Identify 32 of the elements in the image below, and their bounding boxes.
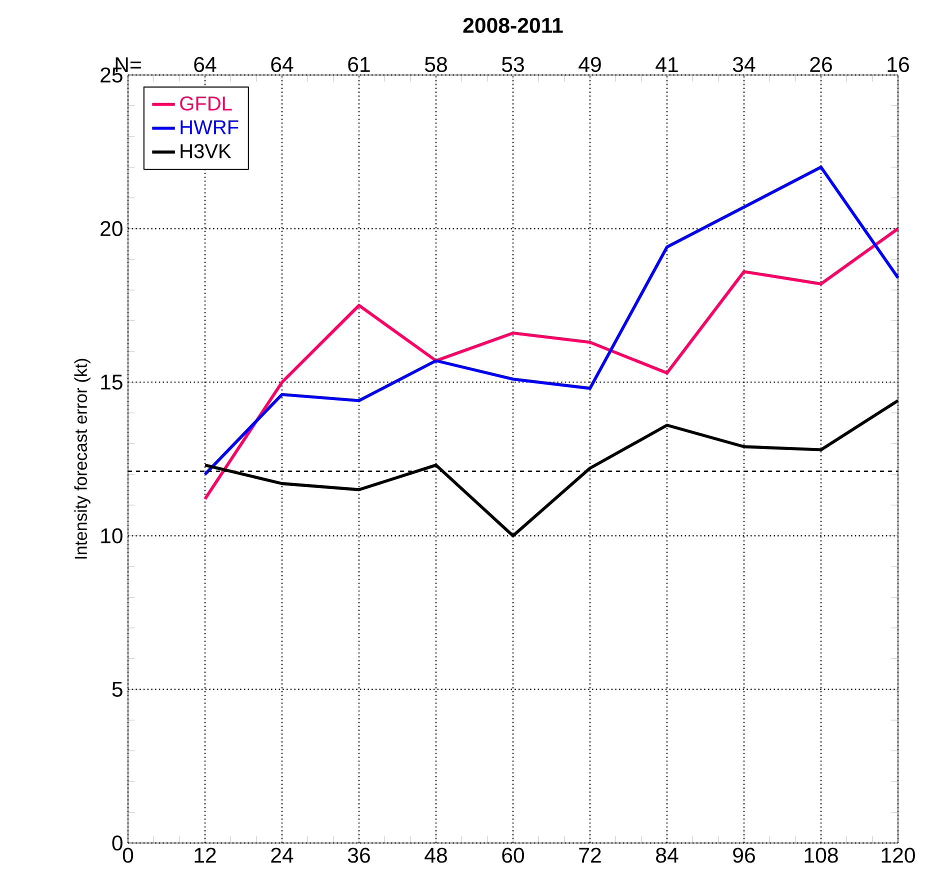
legend-label: GFDL: [180, 96, 232, 111]
x-tick-label: 120: [882, 848, 915, 863]
text: 34: [732, 56, 756, 72]
legend-label: HWRF: [180, 120, 238, 134]
text: 49: [578, 56, 601, 72]
text: 41: [656, 57, 678, 72]
legend-label: H3VK: [180, 144, 232, 158]
x-tick-label: 108: [804, 848, 838, 863]
x-tick-label: 96: [733, 848, 755, 863]
chart-title: 2008-2011: [463, 18, 563, 33]
x-tick-label: 36: [348, 848, 370, 863]
y-tick-label: 20: [100, 221, 122, 236]
text: 26: [810, 56, 832, 72]
text: 64: [271, 56, 294, 72]
y-tick-label: 5: [112, 682, 122, 697]
y-tick-label: 10: [101, 528, 122, 544]
x-tick-label: 60: [502, 848, 524, 863]
text: 64: [194, 56, 216, 72]
y-axis-title: Intensity forecast error (kt): [74, 358, 90, 559]
text: 58: [425, 56, 447, 72]
line-series: [203, 227, 900, 500]
y-tick-label: 15: [101, 374, 122, 390]
y-tick-label: 0: [112, 835, 122, 851]
text: 53: [502, 56, 524, 72]
x-tick-label: 12: [194, 848, 216, 863]
x-tick-label: 84: [656, 848, 678, 863]
text: 61: [348, 56, 370, 72]
x-tick-label: 48: [424, 848, 447, 863]
x-tick-label: 0: [122, 848, 134, 863]
text: 16: [888, 56, 909, 72]
x-tick-label: 72: [579, 848, 601, 863]
x-tick-label: 24: [271, 848, 294, 863]
